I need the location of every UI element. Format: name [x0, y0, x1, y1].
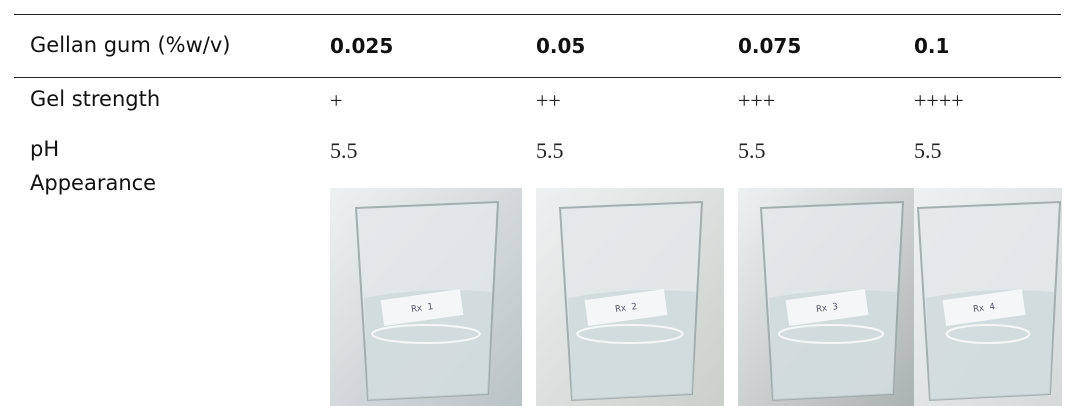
- row-label: pH: [30, 139, 59, 160]
- header-rule: [14, 77, 1061, 78]
- beaker-photo: Rx 3: [738, 188, 924, 406]
- header-cell: 0.05: [536, 36, 585, 56]
- cell: 5.5: [738, 140, 766, 162]
- cell: 5.5: [330, 140, 358, 162]
- row-label: Appearance: [30, 173, 156, 194]
- cell: ++: [536, 90, 561, 112]
- cell: 5.5: [914, 140, 942, 162]
- cell: ++++: [914, 90, 964, 112]
- cell: +: [330, 90, 342, 112]
- top-rule: [14, 14, 1061, 15]
- row-label: Gel strength: [30, 89, 160, 110]
- header-cell: 0.025: [330, 36, 393, 56]
- cell: 5.5: [536, 140, 564, 162]
- beaker-photo: Rx 4: [914, 188, 1062, 406]
- beaker-photo: Rx 1: [330, 188, 522, 406]
- page: Gellan gum (%w/v) 0.025 0.05 0.075 0.1 G…: [0, 0, 1075, 406]
- header-cell: 0.1: [914, 36, 949, 56]
- header-cell: 0.075: [738, 36, 801, 56]
- beaker-photo: Rx 2: [536, 188, 724, 406]
- header-label: Gellan gum (%w/v): [30, 35, 231, 56]
- cell: +++: [738, 90, 775, 112]
